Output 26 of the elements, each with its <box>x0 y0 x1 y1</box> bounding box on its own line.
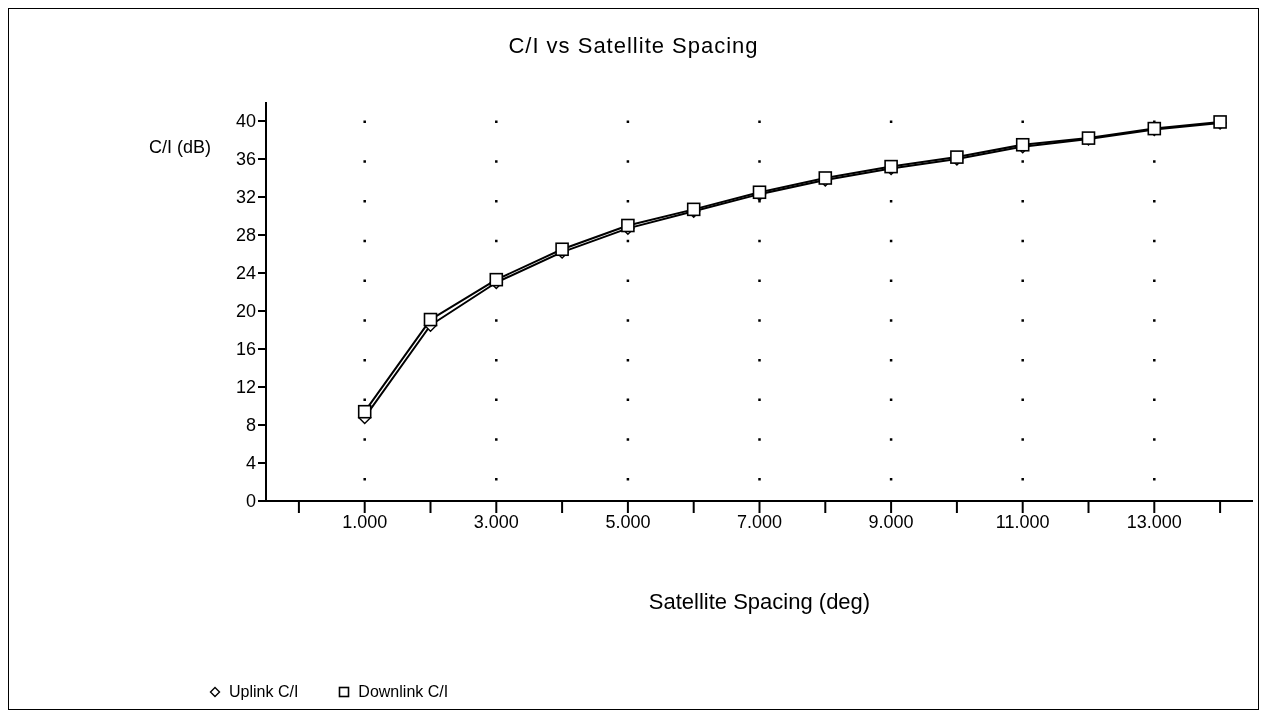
y-tick-label: 28 <box>235 225 256 246</box>
y-axis-title: C/I (dB) <box>149 137 212 158</box>
legend-label: Downlink C/I <box>358 683 449 701</box>
x-tick-label: 5.000 <box>605 511 651 532</box>
y-tick-label: 20 <box>235 301 256 322</box>
x-tick-label: 1.000 <box>342 511 388 532</box>
point <box>357 404 372 419</box>
y-tick-label: 40 <box>235 111 256 132</box>
y-tick-label: 0 <box>245 491 256 512</box>
y-tick-label: 12 <box>235 377 256 398</box>
x-tick-label: 7.000 <box>736 511 783 532</box>
x-tick-label: 3.000 <box>473 511 519 532</box>
y-tick-label: 16 <box>235 339 256 360</box>
y-tick-label: 4 <box>245 453 256 474</box>
point <box>1213 115 1227 129</box>
y-tick-label: 36 <box>235 149 256 170</box>
x-axis-title: Satellite Spacing (deg) <box>647 589 872 615</box>
x-tick-label: 13.000 <box>1126 511 1182 532</box>
chart-title: C/I vs Satellite Spacing <box>507 33 760 59</box>
y-tick-label: 32 <box>235 187 256 208</box>
point <box>423 312 438 327</box>
y-tick-label: 8 <box>245 415 256 436</box>
legend-label: Uplink C/I <box>229 683 299 701</box>
x-tick-label: 9.000 <box>868 511 914 532</box>
y-tick-label: 24 <box>235 263 256 284</box>
x-tick-label: 11.000 <box>995 511 1050 532</box>
